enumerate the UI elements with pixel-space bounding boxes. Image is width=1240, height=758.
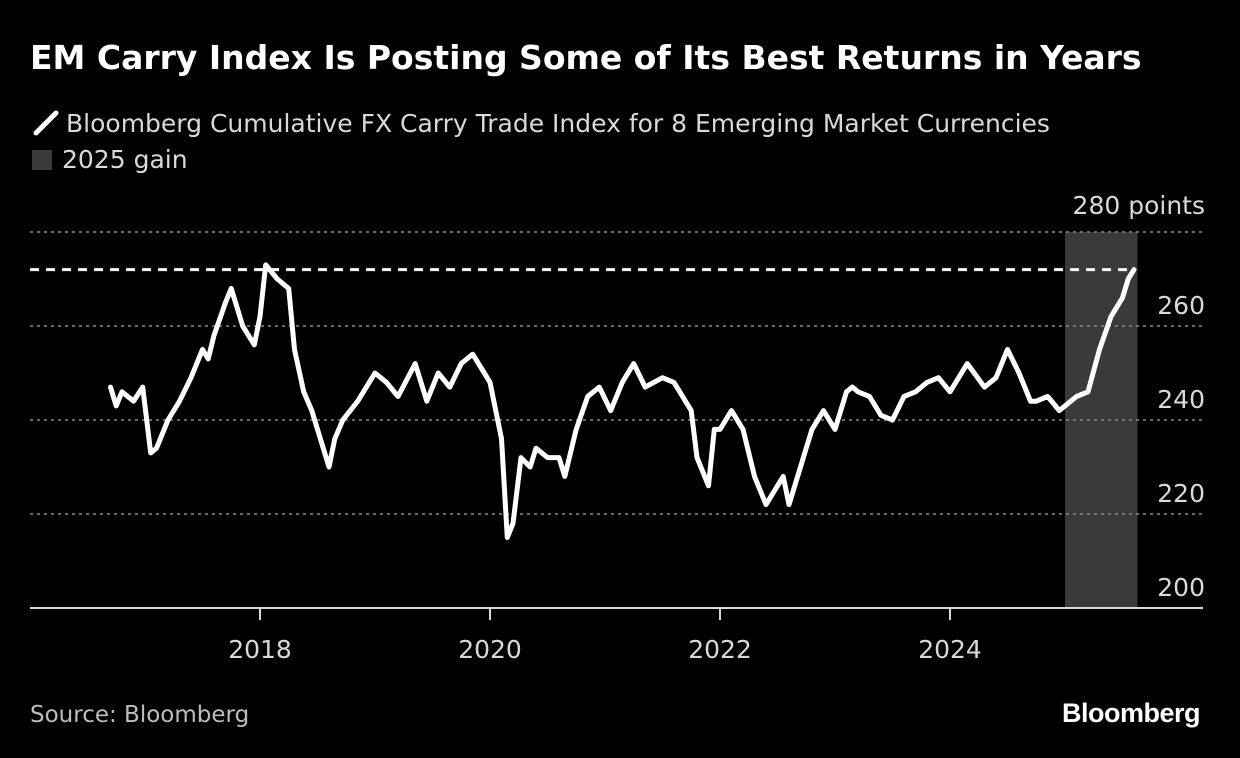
legend-series: Bloomberg Cumulative FX Carry Trade Inde… (32, 108, 1050, 138)
source-note: Source: Bloomberg (30, 702, 250, 728)
shaded-box-icon (32, 149, 52, 170)
x-tick-label-2018: 2018 (228, 635, 292, 664)
series-line (108, 262, 1137, 540)
y-tick-label-240: 240 (1157, 385, 1205, 414)
legend-shade-label: 2025 gain (62, 145, 188, 174)
x-tick-label-2024: 2024 (918, 635, 982, 664)
bloomberg-logo: Bloomberg (1061, 698, 1201, 728)
legend-shade: 2025 gain (32, 145, 188, 174)
x-tick-label-2022: 2022 (688, 635, 752, 664)
x-tick-label-2020: 2020 (458, 635, 522, 664)
y-tick-label-200: 200 (1157, 573, 1205, 602)
y-unit-label: 280 points (1073, 191, 1205, 220)
y-tick-label-220: 220 (1157, 479, 1205, 508)
line-series-icon (33, 110, 59, 136)
y-tick-label-260: 260 (1157, 291, 1205, 320)
legend-series-label: Bloomberg Cumulative FX Carry Trade Inde… (66, 108, 1050, 138)
chart-title: EM Carry Index Is Posting Some of Its Be… (30, 38, 1142, 77)
